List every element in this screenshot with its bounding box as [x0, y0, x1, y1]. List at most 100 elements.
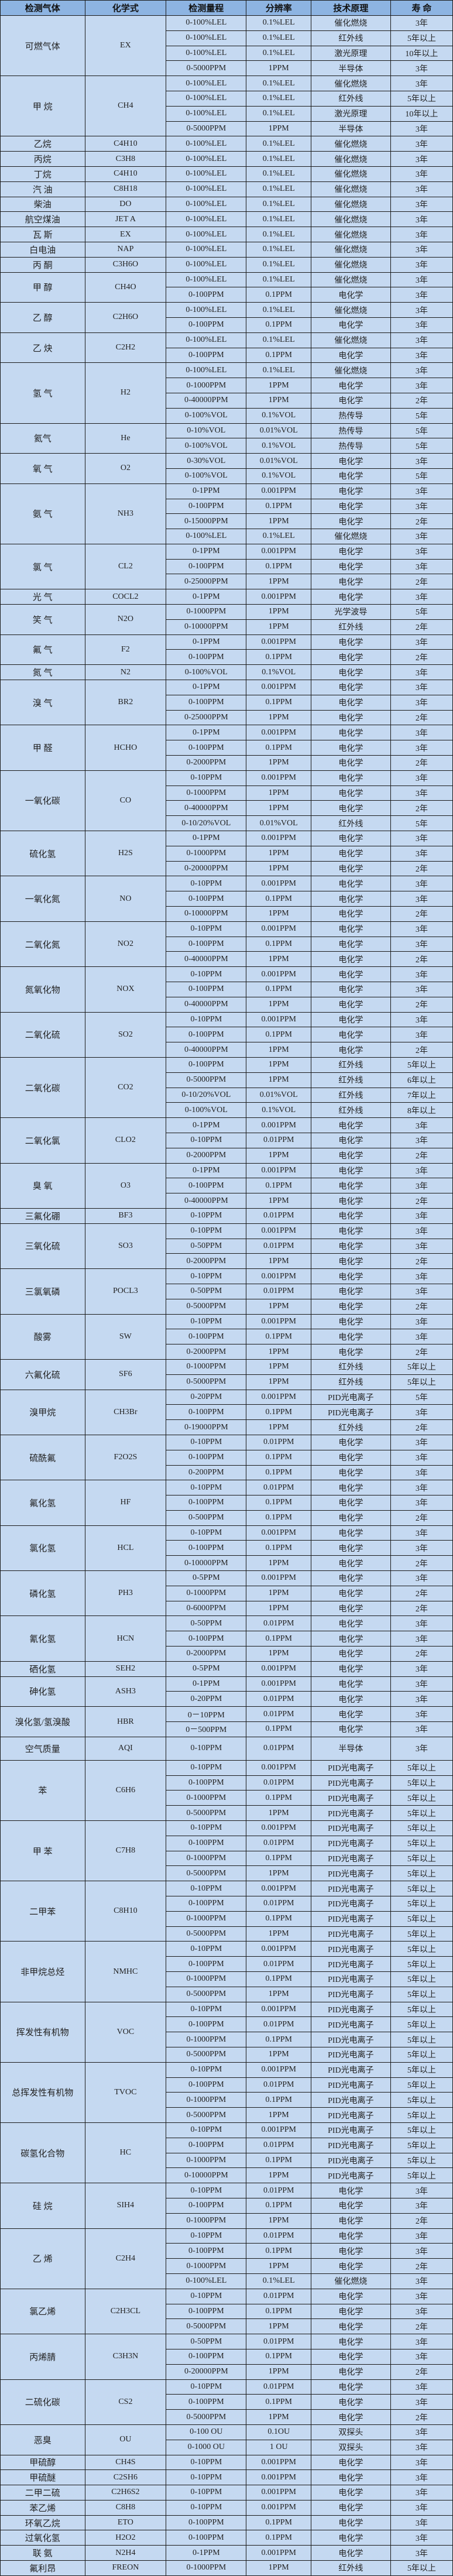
lifespan-cell: 3年: [390, 891, 453, 907]
principle-cell: 电化学: [311, 2348, 391, 2365]
lifespan-cell: 5年以上: [390, 2122, 453, 2138]
gas-name-cell: 乙烷: [0, 136, 85, 152]
gas-name-cell: 砷化氢: [0, 1676, 85, 1707]
resolution-cell: 0.01PPM: [246, 1480, 312, 1496]
range-cell: 0-100%LEL: [166, 211, 247, 228]
gas-name-cell: 氨 气: [0, 483, 85, 544]
formula-cell: C6H6: [84, 1759, 167, 1822]
range-cell: 0-1000PPM: [166, 2258, 247, 2274]
formula-cell: C3H8: [84, 151, 167, 167]
lifespan-cell: 2年: [390, 951, 453, 968]
resolution-cell: 0.001PPM: [246, 1525, 312, 1541]
formula-cell: C2H2: [84, 332, 167, 363]
lifespan-cell: 5年以上: [390, 1805, 453, 1822]
table-row: 0-40000PPM 1PPM 电化学 2年: [1, 1193, 453, 1209]
formula-cell: ASH3: [84, 1676, 167, 1707]
gas-name-cell: 联 氨: [0, 2545, 85, 2561]
range-cell: 0-10PPM: [166, 2288, 247, 2304]
lifespan-cell: 3年: [390, 558, 453, 575]
formula-cell: C2H4: [84, 2228, 167, 2289]
resolution-cell: 0.001PPM: [246, 1820, 312, 1836]
formula-cell: SO3: [84, 1223, 167, 1270]
formula-cell: F2: [84, 634, 167, 666]
table-row: 0-5000PPM 1PPM PID光电离子 5年以上: [1, 1926, 453, 1942]
lifespan-cell: 3年: [390, 1434, 453, 1450]
principle-cell: 电化学: [311, 1223, 391, 1239]
table-row: 0-40000PPM 1PPM 电化学 2年: [1, 1042, 453, 1058]
resolution-cell: 0.1PPM: [246, 694, 312, 711]
table-row: 苯乙烯 C8H8 0-10PPM 0.001PPM 电化学 3年: [0, 2499, 453, 2516]
principle-cell: 激光原理: [311, 45, 391, 61]
table-row: 0-10000PPM 1PPM 电化学 2年: [1, 1555, 453, 1572]
formula-cell: ETO: [84, 2515, 167, 2531]
gas-name-cell: 氟 气: [0, 634, 85, 666]
range-cell: 0-40000PPM: [166, 996, 247, 1013]
lifespan-cell: 3年: [390, 241, 453, 258]
lifespan-cell: 3年: [390, 770, 453, 786]
lifespan-cell: 2年: [390, 1042, 453, 1058]
table-row: 总挥发性有机物 TVOC 0-10PPM 0.001PPM PID光电离子 5年以上: [0, 2062, 453, 2123]
range-cell: 0-40000PPM: [166, 1193, 247, 1209]
principle-cell: 电化学: [311, 392, 391, 409]
table-row: 乙 炔 C2H2 0-100%LEL 0.1%LEL 催化燃烧 3年: [0, 332, 453, 363]
principle-cell: 电化学: [311, 2364, 391, 2380]
range-cell: 0-2000PPM: [166, 1344, 247, 1360]
lifespan-cell: 3年: [390, 121, 453, 137]
lifespan-cell: 3年: [390, 362, 453, 379]
table-row: 0-5000PPM 1PPM 电化学 2年: [1, 1298, 453, 1315]
table-row: 二氧化碳 CO2 0-100PPM 1PPM 红外线 5年以上: [0, 1057, 453, 1119]
table-row: 氟利昂 FREON 0-1000PPM 1PPM 红外线 5年以上: [0, 2560, 453, 2576]
range-cell: 0-100PPM: [166, 317, 247, 333]
table-row: 二氧化氯 CLO2 0-1PPM 0.001PPM 电化学 3年: [0, 1117, 453, 1164]
resolution-cell: 0.001PPM: [246, 2485, 312, 2500]
gas-name-cell: 二氧化硫: [0, 1011, 85, 1058]
principle-cell: 电化学: [311, 1344, 391, 1360]
range-cell: 0-100PPM: [166, 347, 247, 363]
lifespan-cell: 3年: [390, 1721, 453, 1737]
resolution-cell: 0.01PPM: [246, 1835, 312, 1851]
table-row: 0-5000PPM 1PPM PID光电离子 5年以上: [1, 2046, 453, 2063]
resolution-cell: 1PPM: [246, 2560, 312, 2576]
range-cell: 0-5000PPM: [166, 2107, 247, 2123]
principle-cell: PID光电离子: [311, 1389, 391, 1405]
resolution-cell: 0.01PPM: [246, 1615, 312, 1632]
principle-cell: 电化学: [311, 1615, 391, 1632]
lifespan-cell: 5年以上: [390, 1850, 453, 1867]
resolution-cell: 0.1%LEL: [246, 76, 312, 91]
table-row: 0-1000PPM 1PPM 电化学 3年: [1, 378, 453, 393]
formula-cell: CO: [84, 770, 167, 832]
table-row: 二氧化硫 SO2 0-10PPM 0.001PPM 电化学 3年: [0, 1011, 453, 1058]
table-row: 0-50PPM 0.01PPM 电化学 3年: [1, 1238, 453, 1254]
resolution-cell: 0.01PPM: [246, 2016, 312, 2033]
resolution-cell: 1PPM: [246, 2046, 312, 2063]
range-cell: 0-100%LEL: [166, 90, 247, 107]
range-cell: 0-40000PPM: [166, 392, 247, 409]
lifespan-cell: 5年以上: [390, 1835, 453, 1851]
principle-cell: 电化学: [311, 1313, 391, 1330]
principle-cell: 电化学: [311, 1132, 391, 1148]
lifespan-cell: 5年以上: [390, 1759, 453, 1776]
resolution-cell: 0.1%LEL: [246, 272, 312, 288]
lifespan-cell: 5年以上: [390, 2560, 453, 2576]
principle-cell: 催化燃烧: [311, 362, 391, 379]
resolution-cell: 1PPM: [246, 604, 312, 620]
principle-cell: 电化学: [311, 498, 391, 514]
resolution-cell: 0.001PPM: [246, 589, 312, 605]
principle-cell: 电化学: [311, 513, 391, 530]
header-lifespan: 寿 命: [390, 0, 453, 16]
table-row: 二甲苯 C8H10 0-10PPM 0.001PPM PID光电离子 5年以上: [0, 1881, 453, 1942]
lifespan-cell: 5年以上: [390, 1865, 453, 1882]
resolution-cell: 1PPM: [246, 2167, 312, 2184]
table-row: 0-25000PPM 1PPM 电化学 2年: [1, 709, 453, 726]
lifespan-cell: 2年: [390, 1193, 453, 1209]
resolution-cell: 1PPM: [246, 845, 312, 862]
table-row: 三氧化硫 SO3 0-10PPM 0.001PPM 电化学 3年: [0, 1223, 453, 1270]
lifespan-cell: 3年: [390, 936, 453, 952]
resolution-cell: 0.1%VOL: [246, 407, 312, 424]
gas-name-cell: 氦气: [0, 423, 85, 454]
range-cell: 0-1PPM: [166, 589, 247, 605]
range-cell: 0-10PPM: [166, 2183, 247, 2198]
formula-cell: COCL2: [84, 589, 167, 605]
formula-cell: FREON: [84, 2560, 167, 2576]
range-cell: 0-10PPM: [166, 2469, 247, 2486]
